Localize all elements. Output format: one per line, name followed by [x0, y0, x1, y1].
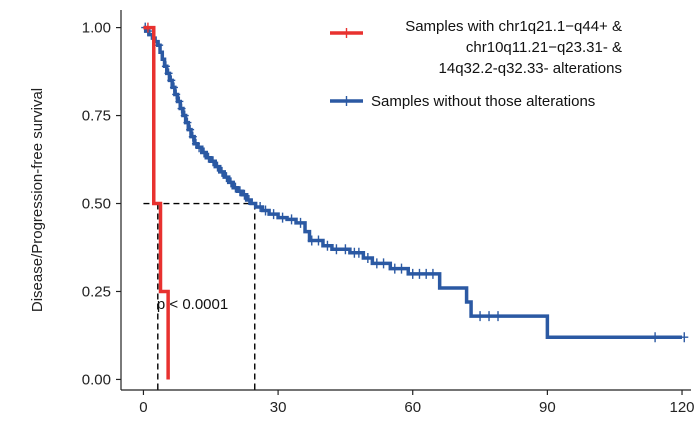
x-tick-label: 120 [670, 399, 695, 416]
censor-mark [164, 68, 173, 79]
x-tick-label: 60 [404, 399, 421, 416]
legend-label-line: Samples with chr1q21.1−q44+ & [405, 18, 622, 35]
censor-mark [213, 161, 222, 172]
y-tick-label: 0.25 [82, 283, 111, 300]
series-0 [143, 22, 170, 380]
censor-mark [278, 212, 287, 223]
censor-mark [161, 61, 170, 72]
censor-mark [287, 214, 296, 225]
censor-mark [269, 209, 278, 220]
legend-label: Samples with chr1q21.1−q44+ & chr10q11.21… [405, 18, 622, 77]
x-tick-label: 30 [270, 399, 287, 416]
censor-mark [240, 189, 249, 200]
censor-mark [651, 332, 660, 343]
censor-mark [261, 205, 270, 216]
censor-mark [341, 244, 350, 255]
censor-mark [428, 268, 437, 279]
censor-mark [314, 235, 323, 246]
censor-mark [307, 235, 316, 246]
censor-mark [235, 186, 244, 197]
censor-mark [209, 156, 218, 167]
p-value-annotation: p < 0.0001 [157, 296, 228, 313]
censor-mark [372, 258, 381, 269]
censor-mark [296, 217, 305, 228]
y-axis-title: Disease/Progression-free survival [29, 88, 46, 312]
y-tick-label: 0.50 [82, 196, 111, 213]
series-layer [141, 22, 689, 380]
y-tick-label: 0.00 [82, 371, 111, 388]
censor-mark [222, 172, 231, 183]
censor-mark [363, 253, 372, 264]
censor-mark [332, 244, 341, 255]
censor-mark [186, 124, 195, 135]
censor-mark [155, 40, 164, 51]
censor-mark [177, 103, 186, 114]
censor-mark [422, 268, 431, 279]
x-tick-label: 90 [539, 399, 556, 416]
legend-label: Samples without those alterations [371, 93, 595, 110]
legend-label-line: chr10q11.21−q23.31- & [466, 39, 622, 56]
survival-curve [143, 25, 170, 380]
censor-mark [231, 182, 240, 193]
y-tick-label: 1.00 [82, 20, 111, 37]
y-tick-label: 0.75 [82, 108, 111, 125]
axes: 0.00 0.25 0.50 0.75 1.00 0 30 60 90 120 [82, 10, 695, 416]
censor-mark [175, 96, 184, 107]
censor-mark [680, 332, 689, 343]
censor-mark [244, 195, 253, 205]
x-tick-label: 0 [139, 399, 147, 416]
censor-mark [323, 240, 332, 251]
median-lines [143, 202, 256, 390]
censor-mark [217, 166, 226, 177]
series-1 [141, 22, 689, 343]
censor-mark [169, 82, 178, 93]
censor-mark [188, 131, 197, 142]
censor-mark [256, 202, 265, 213]
censor-mark [485, 311, 494, 322]
censor-mark [172, 89, 181, 100]
censor-mark [204, 152, 213, 163]
legend-label-line: 14q32.2-q32.33- alterations [439, 60, 622, 77]
censor-mark [167, 75, 176, 86]
censor-mark [226, 177, 235, 188]
censor-mark [183, 117, 192, 128]
censor-mark [494, 311, 503, 322]
legend: Samples with chr1q21.1−q44+ & chr10q11.21… [330, 18, 622, 110]
censor-mark [195, 142, 204, 153]
censor-mark [397, 263, 406, 274]
censor-mark [476, 311, 485, 322]
censor-mark [390, 263, 399, 274]
censor-mark [180, 110, 189, 121]
censor-mark [200, 147, 209, 158]
censor-mark [379, 258, 388, 269]
censor-mark [408, 268, 417, 279]
censor-mark [415, 268, 424, 279]
censor-mark [354, 247, 363, 258]
censor-mark [143, 22, 152, 33]
survival-curve [143, 25, 683, 339]
